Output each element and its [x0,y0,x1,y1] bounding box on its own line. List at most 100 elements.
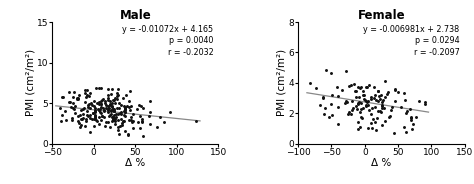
Point [146,111,154,114]
Point [328,94,336,97]
Point [146,100,154,103]
Point [65,100,73,103]
Point [122,93,130,96]
Point [343,101,350,104]
Point [96,108,104,111]
Point [114,112,122,115]
Point [95,123,103,125]
Point [108,110,115,113]
Point [358,115,365,118]
Point [377,110,384,113]
Point [121,108,128,111]
Point [372,128,380,131]
Point [322,69,330,72]
Point [114,97,121,100]
Point [115,88,122,91]
Point [401,125,408,128]
Point [115,102,123,105]
Point [374,89,382,92]
Point [56,107,64,110]
Point [401,99,409,102]
Point [85,95,92,98]
Point [101,125,109,128]
Point [328,102,335,105]
Point [362,104,369,107]
Point [124,132,132,135]
Point [347,83,355,86]
Point [352,89,360,92]
Point [133,108,140,111]
Point [365,108,373,111]
Point [66,100,74,103]
Point [105,107,112,109]
Point [82,124,89,127]
Point [61,109,69,112]
Point [87,130,94,133]
Point [401,91,408,94]
Point [312,86,319,89]
Point [114,94,122,97]
Point [95,103,103,106]
Point [87,101,95,104]
Point [91,110,99,113]
Point [110,110,118,113]
Point [118,112,125,115]
Point [89,103,96,106]
Point [160,121,167,124]
Point [319,95,326,98]
Point [117,104,125,107]
Point [137,105,145,107]
Point [100,108,108,111]
Point [102,107,109,110]
Point [377,93,384,96]
Point [192,120,200,123]
Point [118,111,125,114]
Point [374,116,381,119]
Point [97,99,105,102]
Point [122,105,129,108]
Point [363,100,371,103]
Point [111,102,118,105]
Point [125,106,133,109]
Point [118,117,125,120]
Point [120,114,128,117]
Point [114,129,122,132]
Point [391,89,398,92]
Point [316,104,324,107]
Point [69,106,77,109]
Point [344,113,352,116]
Point [98,114,106,117]
Point [97,102,104,105]
Point [99,99,106,102]
Point [380,98,387,101]
Point [412,115,420,118]
Point [82,118,90,121]
Point [107,100,114,103]
Point [371,85,378,88]
Point [378,101,386,104]
Point [109,106,116,109]
Point [348,100,356,103]
Point [307,82,314,84]
Point [406,107,414,110]
Point [138,119,146,122]
Point [109,88,116,91]
Point [349,107,357,109]
Point [84,105,92,108]
Point [77,113,84,116]
Point [104,111,111,114]
Point [360,93,367,96]
Point [128,115,135,118]
Point [80,117,87,120]
Point [59,95,66,98]
Point [338,88,346,91]
Point [376,98,384,100]
Point [74,98,82,101]
Point [354,107,361,110]
Point [112,112,119,115]
Point [354,121,362,124]
Point [111,118,118,121]
Point [91,117,99,120]
Point [342,99,350,102]
Point [342,69,349,72]
